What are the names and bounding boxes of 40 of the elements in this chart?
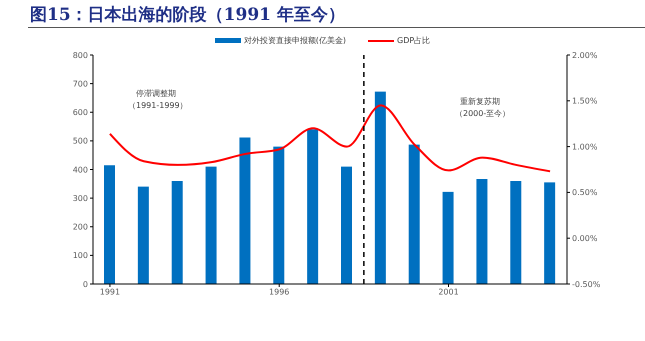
y-tick-label: 500 — [72, 136, 88, 146]
annotation: （2000-至今） — [455, 108, 510, 120]
bar — [510, 180, 522, 284]
bar — [341, 166, 352, 284]
y-tick-label: 400 — [72, 165, 88, 174]
bar — [172, 180, 183, 284]
bar — [138, 186, 149, 284]
bar — [408, 144, 420, 284]
chart-title: 图15：日本出海的阶段（1991 年至今） — [30, 4, 345, 26]
y2-tick-label: 0.00% — [572, 234, 598, 244]
bar — [442, 192, 454, 284]
y-tick-label: 100 — [72, 251, 88, 260]
y-tick-label: 300 — [72, 194, 88, 203]
legend-label: GDP占比 — [396, 35, 430, 46]
y2-tick-label: 0.50% — [572, 188, 598, 198]
legend-label: 对外投资直接申报额(亿美金) — [242, 35, 346, 46]
annotation: （1991-1999） — [128, 100, 188, 112]
bar — [307, 129, 318, 284]
y-tick-label: 600 — [72, 108, 88, 118]
bar — [476, 178, 488, 284]
y-tick-label: 200 — [72, 222, 88, 232]
x-tick-label: 1996 — [269, 288, 290, 297]
bar — [206, 166, 217, 284]
bar — [239, 137, 250, 284]
annotation: 重新复苏期 — [460, 96, 500, 108]
x-tick-label: 2001 — [438, 288, 459, 297]
bar — [273, 146, 284, 284]
y2-tick-label: 1.00% — [572, 142, 598, 152]
line-series — [108, 104, 552, 172]
y-tick-label: 700 — [72, 79, 88, 88]
y-tick-label: 800 — [72, 50, 88, 60]
y2-tick-label: 1.50% — [572, 96, 598, 106]
bar — [104, 165, 115, 284]
bar — [374, 92, 386, 284]
x-tick-label: 1991 — [100, 288, 120, 297]
annotation: 停滞调整期 — [136, 88, 176, 100]
y-tick-label: 0 — [82, 280, 88, 289]
y2-tick-label: -0.50% — [572, 280, 601, 289]
bar — [544, 182, 556, 284]
y2-tick-label: 2.00% — [572, 50, 598, 60]
